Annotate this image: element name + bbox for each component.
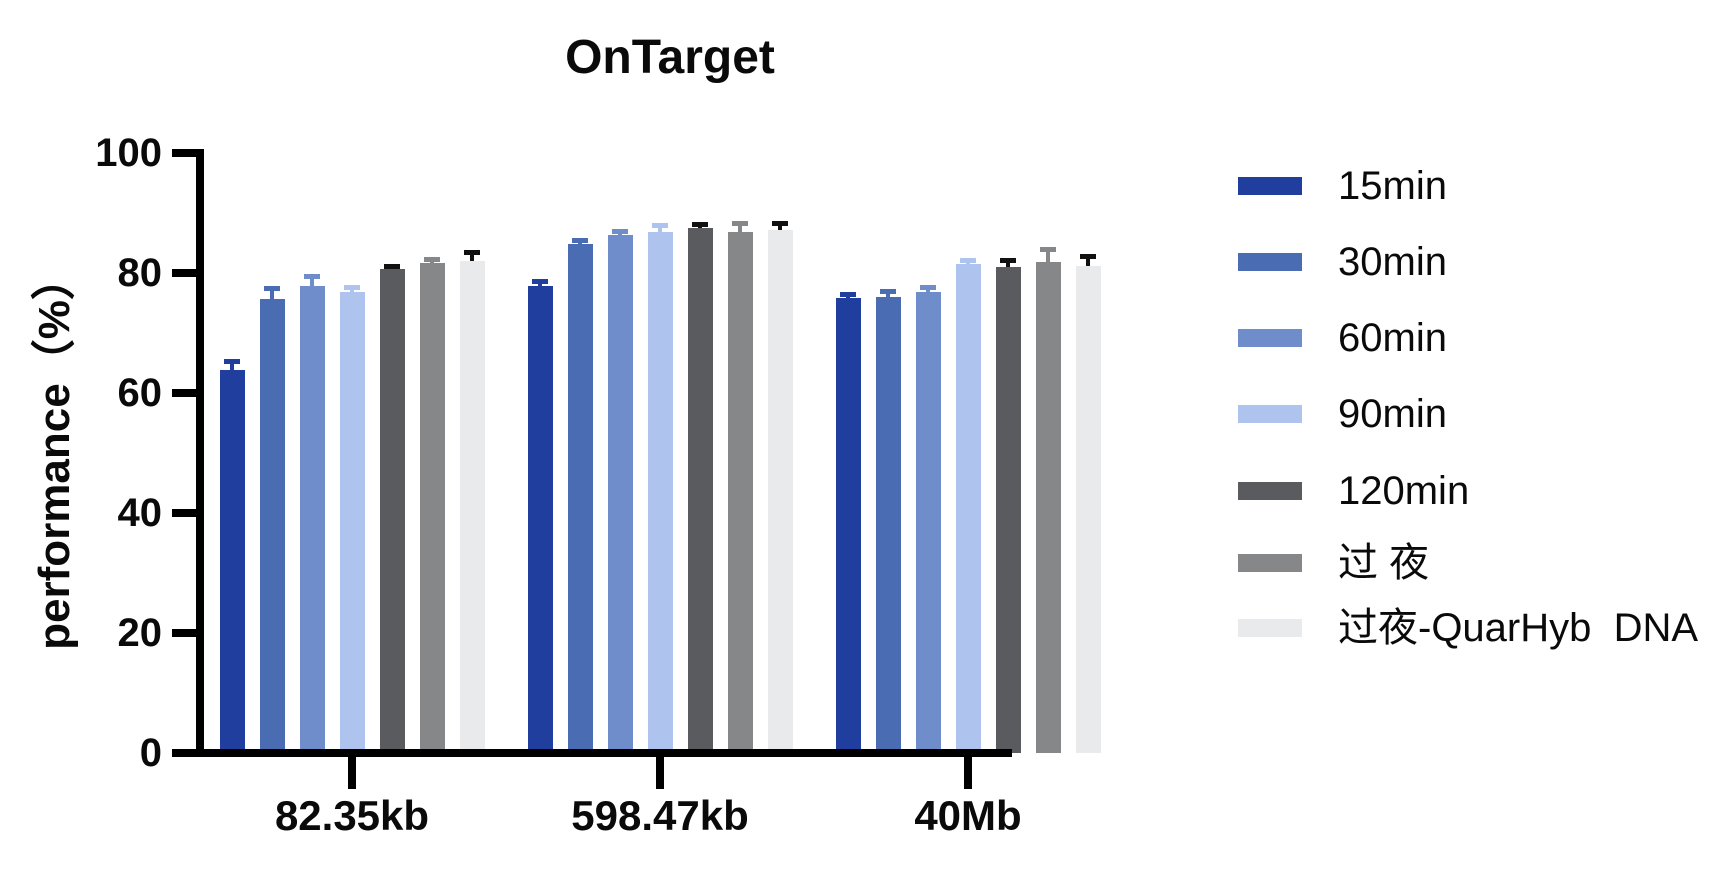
bar-120min-82.35kb (380, 269, 405, 753)
error-bar-cap (732, 221, 748, 226)
error-bar-stem (270, 290, 274, 300)
error-bar-cap (264, 286, 280, 291)
error-bar-stem (230, 363, 234, 370)
bar-90min-82.35kb (340, 292, 365, 753)
y-axis-label: performance（%） (30, 256, 79, 650)
x-axis-line (196, 749, 1012, 757)
error-bar-cap (920, 285, 936, 290)
error-bar-stem (658, 227, 662, 232)
error-bar-stem (778, 225, 782, 230)
y-tick-label: 40 (117, 491, 163, 535)
error-bar-cap (1000, 258, 1016, 263)
error-bar-stem (738, 225, 742, 232)
error-bar-stem (926, 289, 930, 292)
error-bar-cap (224, 359, 240, 364)
bar-15min-82.35kb (220, 370, 245, 753)
error-bar-cap (840, 292, 856, 297)
bar-30min-598.47kb (568, 244, 593, 753)
bar-60min-82.35kb (300, 286, 325, 753)
error-bar-stem (538, 283, 542, 287)
bar-60min-40Mb (916, 292, 941, 753)
error-bar-cap (532, 279, 548, 284)
error-bar-stem (1046, 251, 1050, 262)
error-bar-cap (880, 289, 896, 294)
y-tick (172, 509, 196, 517)
legend-swatch (1238, 554, 1302, 572)
bar-90min-40Mb (956, 264, 981, 753)
bar-15min-598.47kb (528, 286, 553, 753)
bar-过 夜-598.47kb (728, 232, 753, 753)
error-bar-stem (1086, 258, 1090, 266)
error-bar-cap (772, 221, 788, 226)
error-bar-stem (846, 296, 850, 298)
y-tick (172, 269, 196, 277)
x-tick (964, 757, 972, 789)
legend-label: 15min (1338, 164, 1447, 208)
legend-swatch (1238, 482, 1302, 500)
bar-过 夜-40Mb (1036, 262, 1061, 753)
error-bar-stem (618, 233, 622, 235)
legend-label: 过夜-QuarHyb DNA (1338, 606, 1699, 650)
error-bar-stem (578, 242, 582, 244)
x-category-label: 82.35kb (274, 792, 430, 839)
bar-过夜-QuarHyb DNA-82.35kb (460, 261, 485, 753)
error-bar-cap (1040, 247, 1056, 252)
x-tick (656, 757, 664, 789)
y-tick-label: 0 (139, 731, 162, 775)
error-bar-stem (310, 278, 314, 286)
error-bar-cap (384, 264, 400, 269)
error-bar-stem (1006, 262, 1010, 267)
error-bar-cap (424, 257, 440, 262)
error-bar-stem (430, 261, 434, 263)
bar-过夜-QuarHyb DNA-598.47kb (768, 230, 793, 753)
legend-label: 60min (1338, 316, 1447, 360)
error-bar-cap (1080, 254, 1096, 259)
legend-swatch (1238, 253, 1302, 271)
legend-swatch (1238, 619, 1302, 637)
bar-90min-598.47kb (648, 232, 673, 753)
bar-30min-82.35kb (260, 299, 285, 753)
error-bar-cap (464, 250, 480, 255)
legend-label: 120min (1338, 469, 1470, 513)
bar-60min-598.47kb (608, 235, 633, 753)
bar-15min-40Mb (836, 298, 861, 753)
legend-label: 30min (1338, 240, 1447, 284)
y-tick-label: 100 (95, 131, 162, 175)
error-bar-cap (652, 223, 668, 228)
bar-30min-40Mb (876, 297, 901, 753)
error-bar-cap (692, 222, 708, 227)
x-tick (348, 757, 356, 789)
error-bar-stem (966, 262, 970, 264)
error-bar-stem (698, 226, 702, 228)
bar-120min-40Mb (996, 267, 1021, 753)
error-bar-stem (350, 289, 354, 292)
y-tick (172, 389, 196, 397)
y-axis-line (196, 149, 204, 757)
legend-label: 90min (1338, 392, 1447, 436)
y-tick-label: 60 (117, 371, 163, 415)
legend-swatch (1238, 329, 1302, 347)
error-bar-cap (304, 274, 320, 279)
error-bar-stem (886, 293, 890, 297)
bar-120min-598.47kb (688, 228, 713, 753)
bar-过夜-QuarHyb DNA-40Mb (1076, 266, 1101, 753)
error-bar-stem (470, 254, 474, 261)
legend-label: 过 夜 (1338, 541, 1430, 585)
chart-title: OnTarget (565, 31, 775, 84)
legend-swatch (1238, 177, 1302, 195)
error-bar-cap (960, 258, 976, 263)
y-tick (172, 629, 196, 637)
bar-过 夜-82.35kb (420, 263, 445, 753)
y-tick (172, 749, 196, 757)
y-tick-label: 80 (117, 251, 163, 295)
error-bar-cap (572, 238, 588, 243)
error-bar-cap (344, 285, 360, 290)
error-bar-cap (612, 229, 628, 234)
x-category-label: 598.47kb (571, 792, 749, 839)
x-category-label: 40Mb (914, 792, 1022, 839)
legend-swatch (1238, 405, 1302, 423)
y-tick-label: 20 (117, 611, 163, 655)
y-tick (172, 149, 196, 157)
